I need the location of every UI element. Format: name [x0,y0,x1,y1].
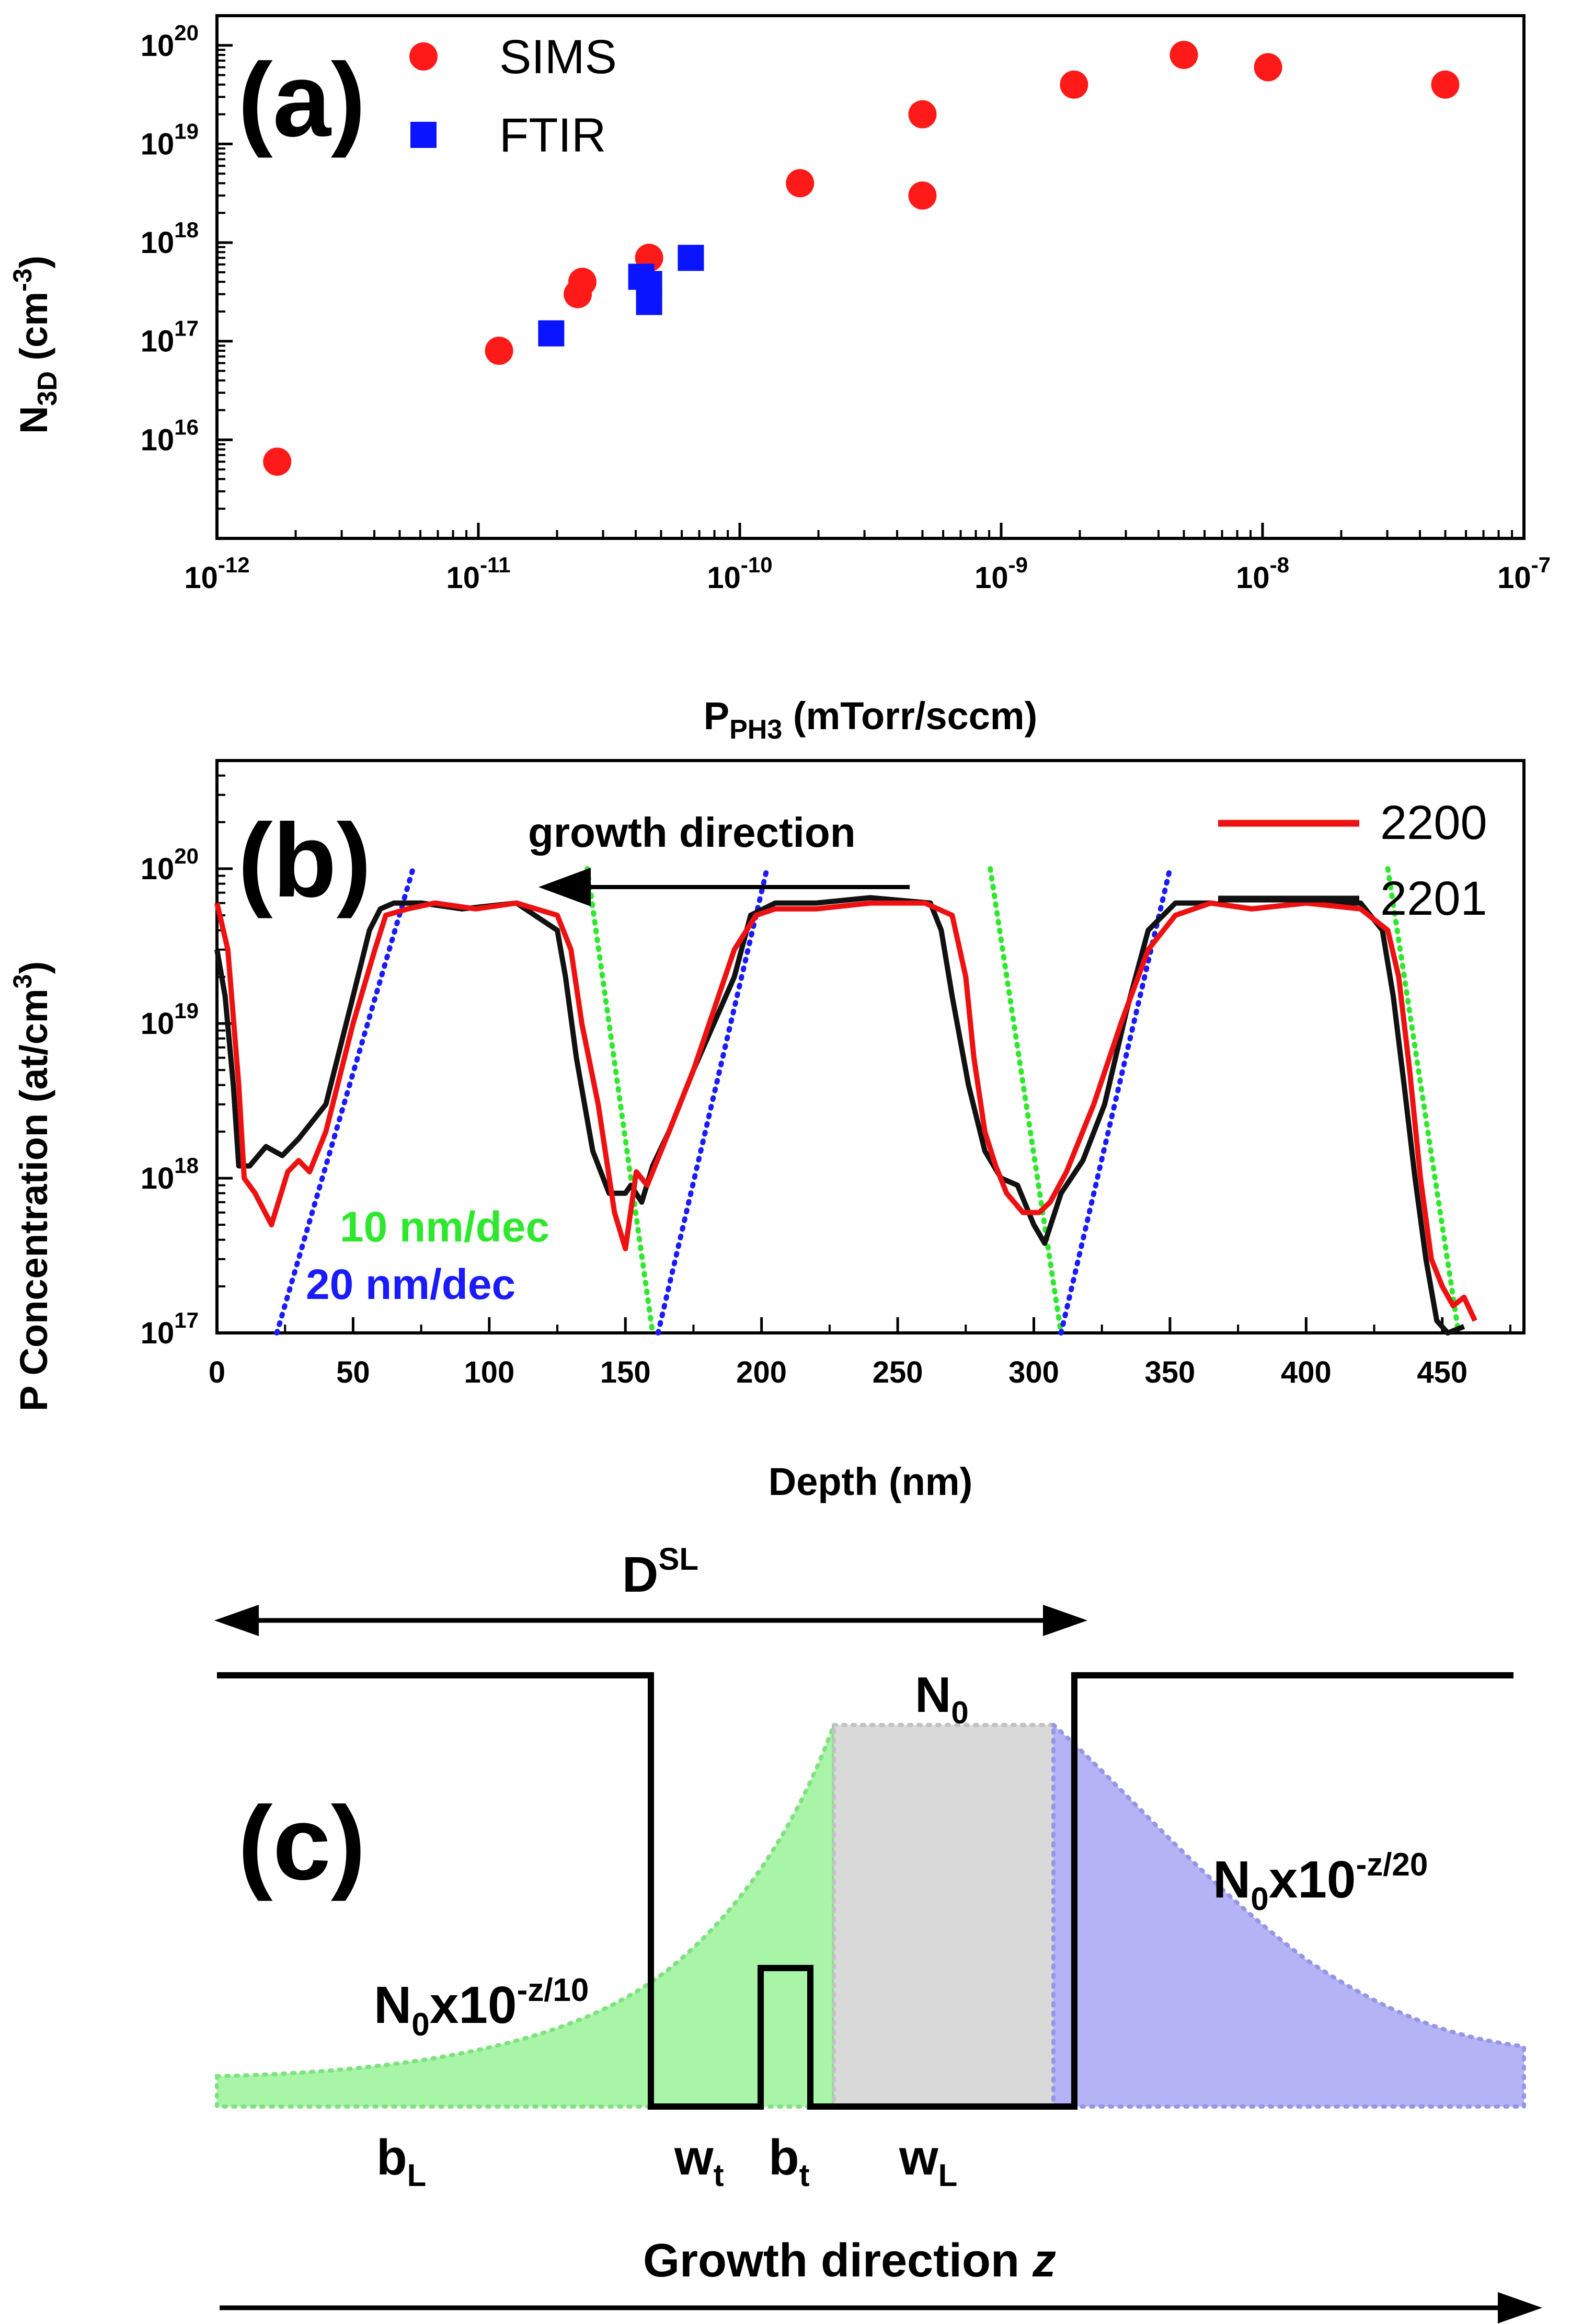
slope-20-label: 20 nm/dec [306,1261,515,1308]
legend-ftir-marker [410,122,437,148]
panel-c-label: (c) [238,1785,365,1902]
a-y-tick-label: 1019 [141,119,199,161]
panel-b: 0 50 100 150 200 250 300 350 400 450 1017 1018 1019 1… [8,759,1526,1503]
panel-b-xlabel: Depth (nm) [769,1460,973,1503]
region-label-bt: bt [769,2130,810,2193]
panel-a-frame [215,14,1526,540]
slope-guide-line [274,866,416,1336]
sims-point [1254,53,1282,82]
period-arrow-right-head [1043,1605,1087,1636]
b-x-tick-label: 50 [336,1355,370,1389]
b-y-tick-label: 1017 [141,1308,199,1350]
region-label-bL: bL [376,2130,426,2193]
sims-point [263,447,292,476]
b-x-tick-label: 0 [209,1355,225,1389]
period-arrow-left-head [214,1605,259,1636]
b-x-tick-label: 350 [1145,1355,1196,1389]
growth-direction-arrowhead [538,868,591,906]
legend-ftir-label: FTIR [499,109,606,162]
blue-decay-region [1051,1720,1526,2109]
slope-guide-line [988,866,1064,1336]
panel-a-points [263,41,1460,476]
sims-point [1060,70,1088,99]
slope-guide-line [1385,866,1461,1336]
gray-plateau-region [832,1723,1056,2109]
b-x-tick-label: 450 [1417,1355,1467,1389]
a-x-tick-label: 10-7 [1497,553,1551,595]
right-decay-formula: N0x10-z/20 [1213,1847,1428,1917]
growth-direction-z-label: Growth direction z [643,2235,1056,2287]
ftir-point [636,289,662,315]
sims-point [485,336,513,365]
a-y-tick-label: 1016 [141,415,199,457]
a-x-tick-label: 10-9 [974,553,1028,595]
sims-point [908,100,937,129]
b-x-tick-label: 300 [1008,1355,1059,1389]
a-x-tick-label: 10-11 [446,553,511,595]
b-y-tick-label: 1019 [141,998,199,1041]
n0-label: N0 [915,1667,969,1730]
b-x-tick-label: 200 [736,1355,787,1389]
slope-10-label: 10 nm/dec [340,1203,549,1251]
period-label: DSL [622,1541,698,1603]
panel-b-lines [214,895,1477,1336]
a-x-tick-label: 10-12 [184,553,249,595]
sims-point [908,181,937,210]
panel-a: 10-12 10-11 10-10 10-9 10-8 10-7 1016 1017 1018 1… [8,14,1551,745]
sims-point [1431,70,1460,99]
panel-a-label: (a) [238,42,365,158]
b-y-tick-label: 1020 [141,844,199,886]
ftir-point [538,320,565,347]
slope-guide-line [584,866,656,1336]
b-x-tick-label: 250 [873,1355,923,1389]
slope-guide-line [1058,866,1173,1336]
panel-b-ticks: 0 50 100 150 200 250 300 350 400 450 1017 1018 1019 1… [141,760,1511,1389]
region-label-wL: wL [899,2130,957,2193]
legend-sims-marker [409,42,438,71]
legend-sims-label: SIMS [499,30,617,84]
legend-2201-label: 2201 [1380,872,1487,925]
panel-a-ylabel: N3D (cm-3) [8,256,63,434]
legend-2200-label: 2200 [1380,796,1487,849]
b-x-tick-label: 100 [464,1355,514,1389]
b-x-tick-label: 400 [1281,1355,1332,1389]
sims-point [786,169,815,198]
panel-a-xlabel: PPH3 (mTorr/sccm) [704,694,1038,745]
panel-c: DSL N0 (c) N0x10-z/20 N0x10-z/10 bL wt b… [214,1541,1542,2323]
left-decay-formula: N0x10-z/10 [374,1972,589,2043]
panel-b-ylabel: P Concentration (at/cm3) [8,961,55,1411]
a-x-tick-label: 10-8 [1236,553,1289,595]
b-x-tick-label: 150 [600,1355,651,1389]
series-line-2200 [214,900,1477,1322]
growth-direction-z-arrowhead [1498,2292,1542,2323]
panel-b-label: (b) [238,802,371,919]
region-label-wt: wt [674,2130,724,2193]
a-y-tick-label: 1018 [141,217,199,260]
green-decay-region [215,1724,836,2109]
b-y-tick-label: 1018 [141,1153,199,1195]
slope-guide-line [655,866,770,1336]
sims-point [568,268,597,296]
panel-a-ticks: 10-12 10-11 10-10 10-9 10-8 10-7 1016 1017 1018 1… [141,15,1551,595]
sims-point [1169,41,1198,70]
a-y-tick-label: 1020 [141,20,199,63]
ftir-point [678,245,704,271]
a-y-tick-label: 1017 [141,316,199,359]
superlattice-profile [217,1672,1513,2110]
a-x-tick-label: 10-10 [707,553,772,595]
growth-direction-label: growth direction [528,809,856,856]
